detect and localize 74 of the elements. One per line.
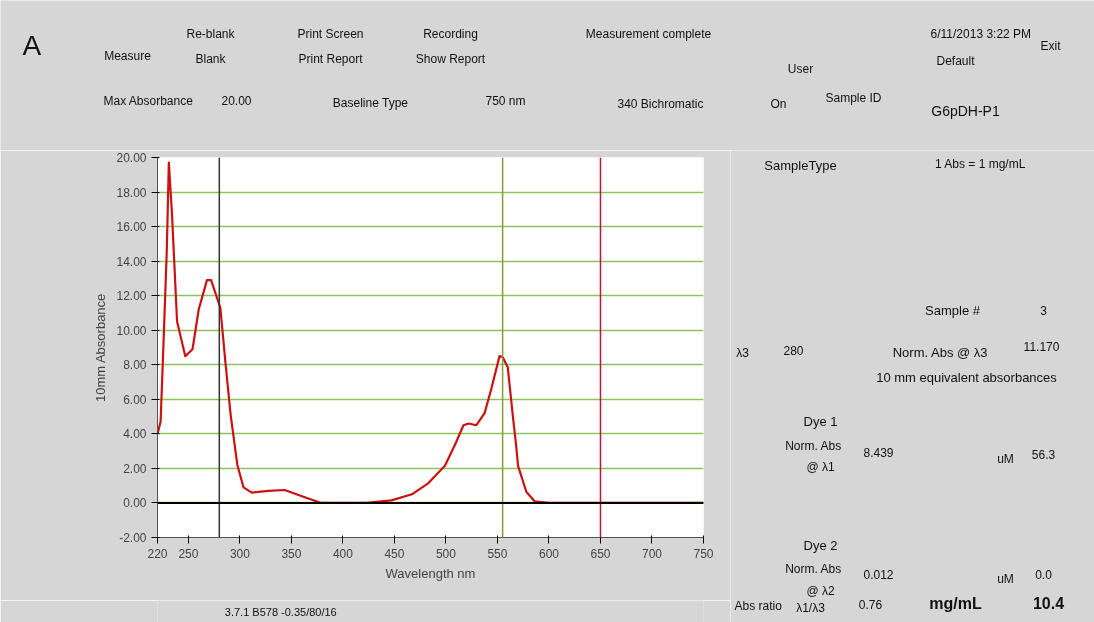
text: 0.0: [1035, 568, 1053, 582]
text: 10.4: [1032, 594, 1065, 612]
text: Sample ID: [825, 90, 882, 105]
x-tick-label: 600: [538, 546, 560, 561]
y-tick-label: 16.00: [116, 220, 147, 235]
y-tick-label: 12.00: [116, 289, 147, 304]
y-tick-label: 0.00: [123, 496, 147, 511]
text: 340 Bichromatic: [617, 96, 704, 111]
text: uM: [997, 571, 1014, 586]
x-tick-label: 750: [693, 546, 714, 561]
text: 1 Abs = 1 mg/mL: [934, 156, 1026, 171]
x-axis-title: Wavelength nm: [385, 565, 476, 581]
text: 3: [1040, 304, 1048, 318]
x-tick-label: 300: [229, 546, 251, 561]
y-tick-label: 8.00: [123, 358, 147, 373]
text: Norm. Abs: [785, 438, 842, 453]
text: Blank: [195, 51, 227, 66]
text: 0.76: [858, 598, 883, 612]
text: λ1/λ3: [796, 600, 826, 615]
text: Exit: [1040, 38, 1062, 53]
text: Sample #: [925, 303, 981, 318]
x-tick-label: 450: [384, 546, 405, 561]
x-tick-label: 700: [641, 546, 663, 561]
x-tick-label: 250: [178, 546, 199, 561]
text: SampleType: [764, 158, 837, 173]
text: 6/11/2013 3:22 PM: [930, 26, 1032, 41]
x-tick-label: 220: [147, 546, 168, 561]
text: Recording: [423, 26, 478, 41]
text: 56.3: [1031, 448, 1056, 462]
text: 750 nm: [485, 93, 526, 108]
text: A: [22, 30, 42, 61]
text: 280: [783, 344, 804, 358]
text: Max Absorbance: [103, 93, 194, 108]
text: 10 mm equivalent absorbances: [876, 370, 1058, 385]
text: @ λ2: [806, 583, 835, 598]
text: Measurement complete: [585, 26, 712, 41]
text: Dye 1: [803, 414, 838, 429]
text: 8.439: [863, 446, 894, 460]
text: Show Report: [415, 51, 486, 66]
y-tick-label: 20.00: [116, 151, 147, 165]
text: Re-blank: [186, 26, 236, 41]
y-tick-label: 10.00: [116, 323, 147, 338]
y-axis-title: 10mm Absorbance: [93, 293, 109, 403]
text: Norm. Abs: [785, 561, 842, 576]
x-tick-label: 650: [590, 546, 611, 561]
text: Norm. Abs @ λ3: [892, 345, 988, 360]
text: mg/mL: [929, 595, 982, 612]
y-tick-label: 2.00: [123, 461, 147, 476]
text: Baseline Type: [332, 95, 409, 110]
x-tick-label: 350: [281, 546, 302, 561]
text: 20.00: [221, 94, 252, 108]
text: 3.7.1 B578 -0.35/80/16: [224, 605, 337, 618]
y-tick-label: 14.00: [116, 254, 147, 269]
y-tick-label: 4.00: [123, 427, 147, 442]
y-tick-label: 6.00: [123, 392, 147, 407]
x-tick-label: 400: [332, 546, 354, 561]
text: Default: [936, 53, 976, 68]
y-tick-label: 18.00: [116, 185, 147, 200]
x-tick-label: 550: [487, 546, 508, 561]
text: Measure: [104, 48, 152, 63]
text: uM: [997, 451, 1014, 466]
text: 0.012: [863, 568, 894, 582]
text: On: [770, 96, 787, 111]
text: User: [787, 61, 814, 76]
text: 11.170: [1023, 340, 1060, 354]
x-tick-label: 500: [435, 546, 457, 561]
text: Print Screen: [297, 26, 364, 41]
text: Dye 2: [803, 538, 838, 553]
text: @ λ1: [806, 459, 835, 474]
text: Print Report: [298, 51, 364, 66]
text: λ3: [736, 345, 750, 360]
text: G6pDH-P1: [931, 102, 1000, 119]
text: Abs ratio: [734, 598, 783, 613]
y-tick-label: -2.00: [119, 531, 147, 545]
